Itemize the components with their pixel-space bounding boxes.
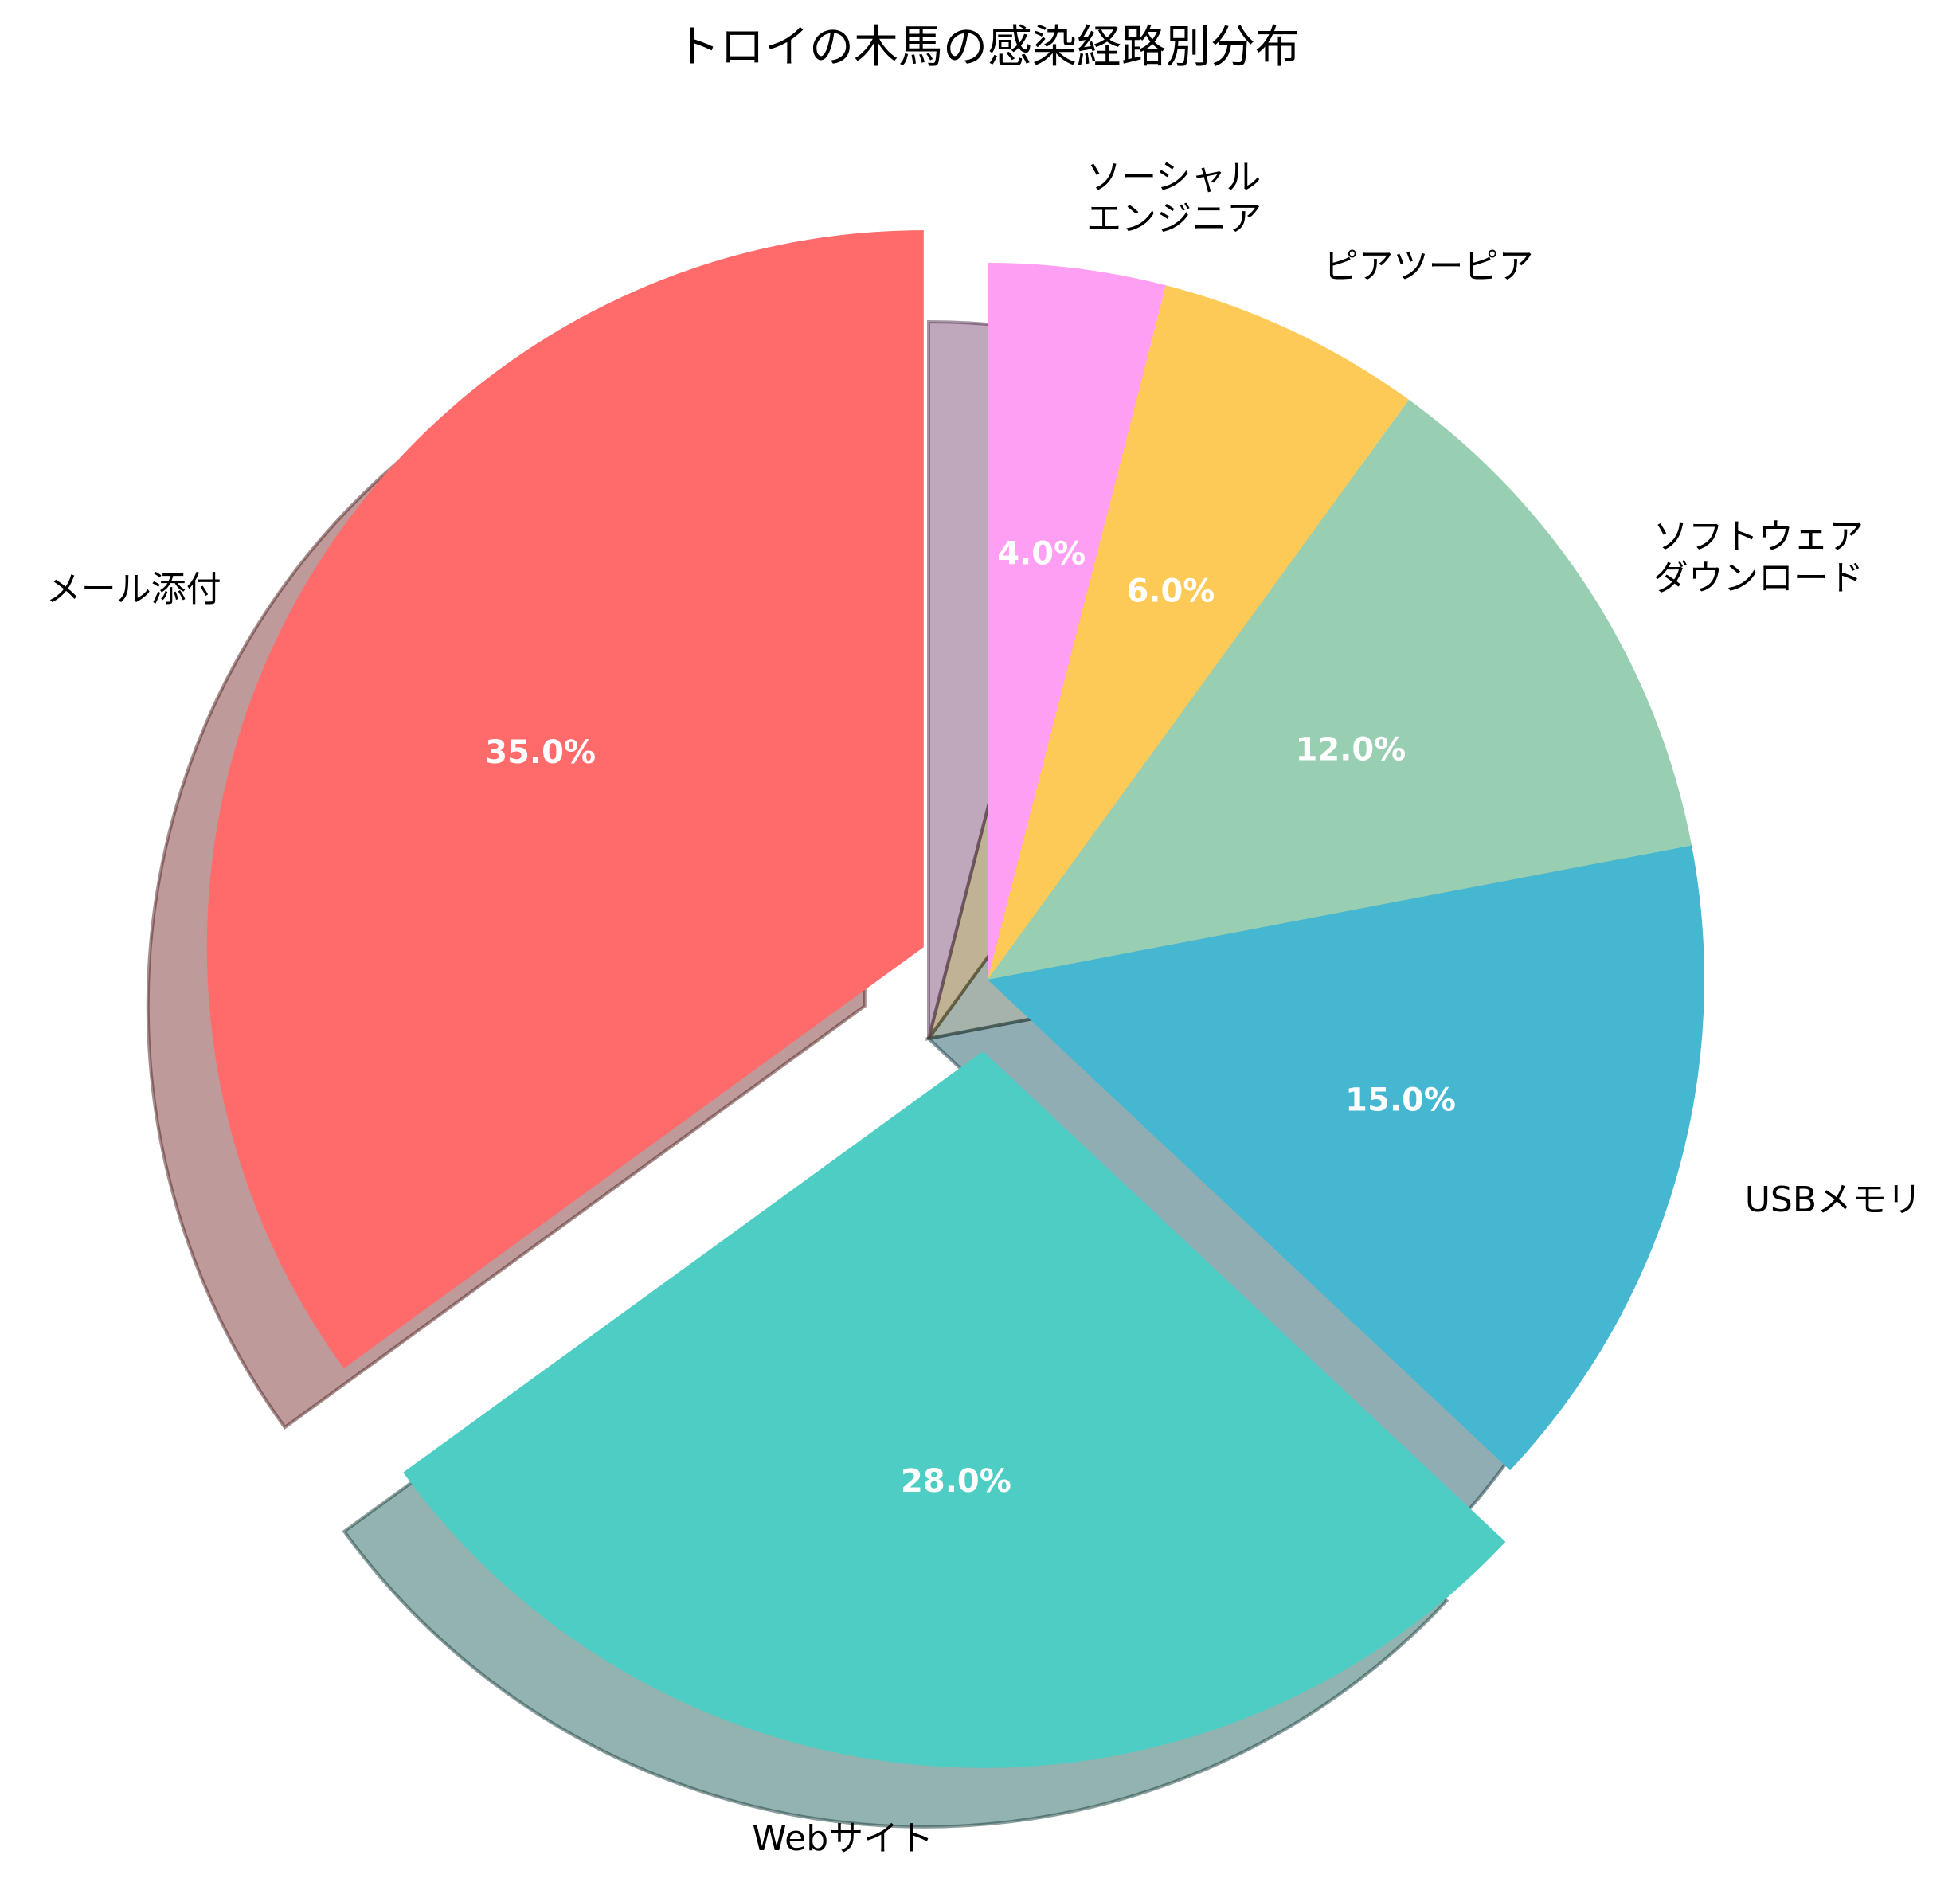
slice-label-line: エンジニア: [1086, 198, 1262, 239]
pie-slice: [403, 1051, 1506, 1768]
slice-label: USBメモリ: [1745, 1180, 1922, 1220]
slice-label: ソフトウェアダウンロード: [1653, 517, 1864, 599]
percentage-label: 4.0%: [997, 535, 1086, 572]
slice-label: Webサイト: [752, 1818, 933, 1859]
percentage-label: 12.0%: [1296, 732, 1406, 769]
slice-label-line: ソフトウェア: [1653, 517, 1864, 558]
pie-slice: [988, 845, 1704, 1471]
slice-label-line: メール添付: [46, 569, 221, 610]
chart-title: トロイの木馬の感染経路別分布: [675, 22, 1300, 73]
slice-label-line: ピアツーピア: [1324, 246, 1534, 287]
percentage-labels: 35.0% 28.0% 15.0% 12.0% 6.0% 4.0%: [485, 535, 1456, 1499]
pie-slices: [206, 230, 1704, 1768]
pie-slice: [988, 263, 1166, 980]
slice-label: メール添付: [46, 569, 221, 610]
pie-slice: [206, 230, 924, 1369]
slice-label-line: Webサイト: [752, 1818, 933, 1859]
slice-label-line: ダウンロード: [1653, 558, 1864, 599]
percentage-label: 15.0%: [1345, 1082, 1456, 1119]
slice-label: ソーシャルエンジニア: [1086, 157, 1262, 239]
slice-labels: メール添付 Webサイト USBメモリ ソフトウェアダウンロード ピアツーピア ソーシャル…: [46, 157, 1922, 1859]
slice-label-line: USBメモリ: [1745, 1180, 1922, 1220]
percentage-label: 35.0%: [485, 734, 596, 771]
pie-slice: [988, 399, 1692, 980]
pie-slice: [988, 285, 1410, 980]
percentage-label: 28.0%: [901, 1463, 1011, 1500]
percentage-label: 6.0%: [1126, 573, 1215, 609]
slice-label-line: ソーシャル: [1086, 157, 1261, 198]
slice-label: ピアツーピア: [1324, 246, 1534, 287]
